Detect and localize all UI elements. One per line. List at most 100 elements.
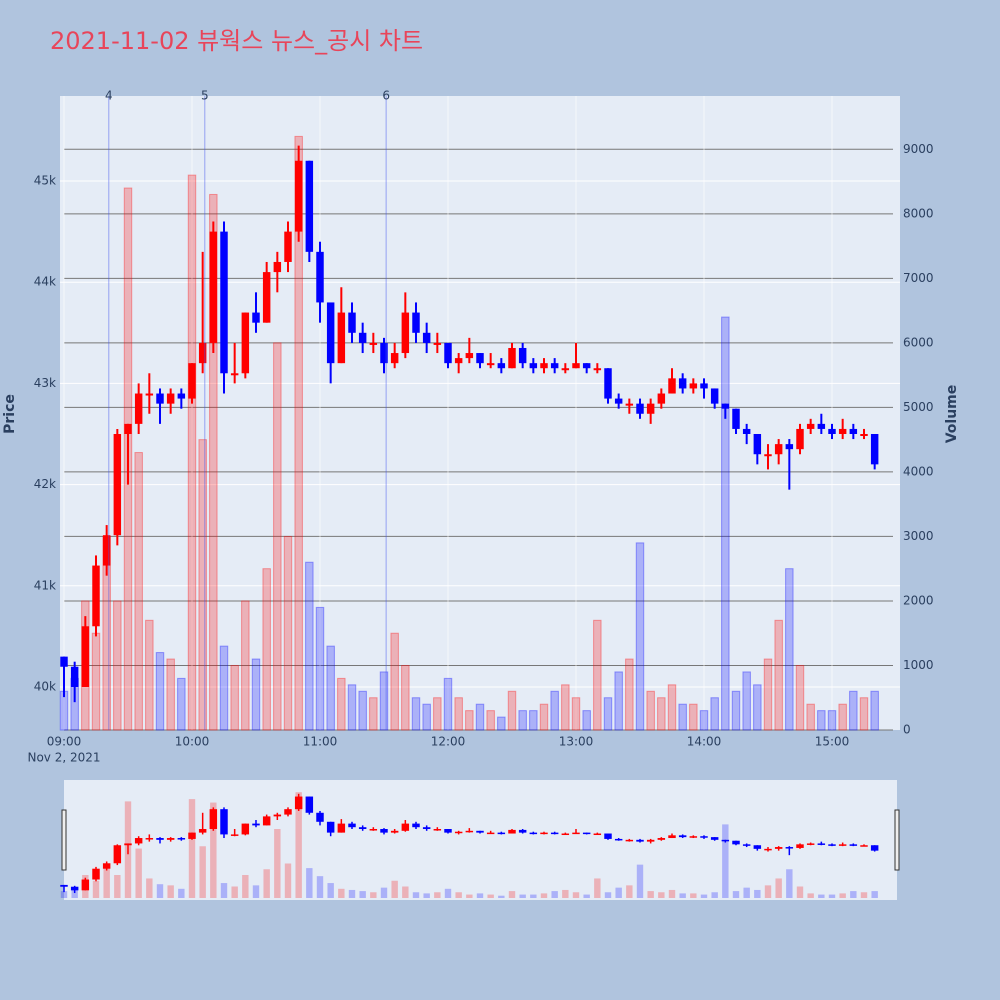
candle-body xyxy=(764,454,772,457)
candle-body xyxy=(796,428,804,450)
volume-bar xyxy=(347,684,357,731)
candle-body xyxy=(230,373,239,376)
candle-body xyxy=(326,302,335,364)
mini-volume-bar xyxy=(199,846,206,898)
candle-body xyxy=(241,312,250,374)
mini-candle-body xyxy=(326,821,335,833)
volume-bar xyxy=(155,652,165,731)
mini-candle-body xyxy=(668,835,676,839)
volume-bar xyxy=(870,690,879,731)
mini-candle-body xyxy=(124,843,132,846)
candle-body xyxy=(209,231,218,343)
y2-tick-label: 4000 xyxy=(903,464,934,478)
volume-bar xyxy=(785,568,794,731)
mini-volume-bar xyxy=(647,891,654,898)
volume-bar xyxy=(187,174,197,731)
mini-candle-body xyxy=(625,839,634,842)
volume-bar xyxy=(337,677,346,731)
mini-candle-body xyxy=(700,836,708,838)
mini-volume-bar xyxy=(871,891,878,898)
mini-candle-body xyxy=(732,840,740,845)
range-handle[interactable] xyxy=(61,809,67,871)
mini-volume-bar xyxy=(370,892,377,898)
mini-candle-body xyxy=(550,832,559,835)
mini-volume-bar xyxy=(690,893,697,898)
mini-volume-bar xyxy=(519,894,526,898)
y2-tick-label: 1000 xyxy=(903,658,934,672)
mini-candle-body xyxy=(209,809,218,830)
candle-body xyxy=(454,358,463,364)
candle-body xyxy=(508,347,516,369)
mini-volume-bar xyxy=(114,874,121,898)
range-handle[interactable] xyxy=(894,809,900,871)
x-tick-label: 14:00 xyxy=(687,735,722,749)
volume-bar xyxy=(177,677,186,731)
mini-volume-bar xyxy=(167,885,174,898)
candle-body xyxy=(177,393,186,399)
mini-candle-body xyxy=(774,847,783,849)
mini-volume-bar xyxy=(60,891,68,898)
mini-candle-body xyxy=(380,829,388,833)
candle-body xyxy=(124,423,132,434)
candle-body xyxy=(700,383,708,389)
mini-candle-body xyxy=(838,844,847,846)
volume-bar xyxy=(145,619,154,731)
candle-body xyxy=(92,565,100,627)
candle-body xyxy=(678,378,687,389)
candle-body xyxy=(529,363,538,369)
mini-volume-bar xyxy=(530,894,537,898)
candle-body xyxy=(252,312,260,323)
mini-volume-bar xyxy=(263,869,270,898)
volume-bar xyxy=(326,645,335,731)
candle-body xyxy=(70,666,79,687)
candle-body xyxy=(497,363,506,369)
mini-volume-bar xyxy=(444,888,452,898)
candle-body xyxy=(134,393,143,424)
candle-body xyxy=(220,231,228,374)
mini-volume-bar xyxy=(807,893,814,898)
volume-bar xyxy=(241,600,250,731)
candle-body xyxy=(668,378,676,394)
mini-candle-body xyxy=(860,845,868,847)
y2-tick-label: 3000 xyxy=(903,529,934,543)
volume-bar xyxy=(859,697,869,731)
volume-bar xyxy=(625,658,634,731)
mini-candle-body xyxy=(710,837,719,840)
mini-candle-body xyxy=(102,863,111,869)
candle-body xyxy=(582,363,591,369)
mini-candle-body xyxy=(497,832,506,835)
volume-bar xyxy=(774,619,783,731)
news-marker-label: 5 xyxy=(201,89,209,103)
candle-body xyxy=(870,433,879,465)
mini-candle-body xyxy=(81,879,90,891)
mini-candle-body xyxy=(294,796,303,810)
mini-candle-body xyxy=(60,884,68,887)
volume-bar xyxy=(454,697,463,731)
mini-candle-body xyxy=(177,838,186,840)
mini-candle-body xyxy=(828,844,836,846)
mini-volume-bar xyxy=(487,894,494,898)
plot-area xyxy=(60,96,900,730)
mini-volume-bar xyxy=(380,887,388,898)
volume-bar xyxy=(603,697,613,731)
range-slider[interactable] xyxy=(64,780,897,900)
mini-candle-body xyxy=(721,839,730,842)
y-tick-label: 43k xyxy=(34,376,56,390)
mini-candle-body xyxy=(401,823,410,831)
volume-bar xyxy=(827,710,837,731)
volume-bar xyxy=(486,710,495,731)
mini-volume-bar xyxy=(583,894,590,898)
mini-candle-body xyxy=(614,838,623,841)
candle-body xyxy=(284,231,292,262)
volume-bar xyxy=(475,703,485,731)
mini-volume-bar xyxy=(178,888,185,898)
mini-volume-bar xyxy=(242,874,249,898)
x-tick-label: 15:00 xyxy=(815,735,850,749)
volume-bar xyxy=(422,703,431,731)
candle-body xyxy=(188,363,196,399)
y-tick-label: 41k xyxy=(34,578,56,592)
mini-candle-body xyxy=(657,838,666,840)
volume-bar xyxy=(849,690,858,731)
candle-body xyxy=(113,433,122,536)
candle-body xyxy=(518,347,527,364)
